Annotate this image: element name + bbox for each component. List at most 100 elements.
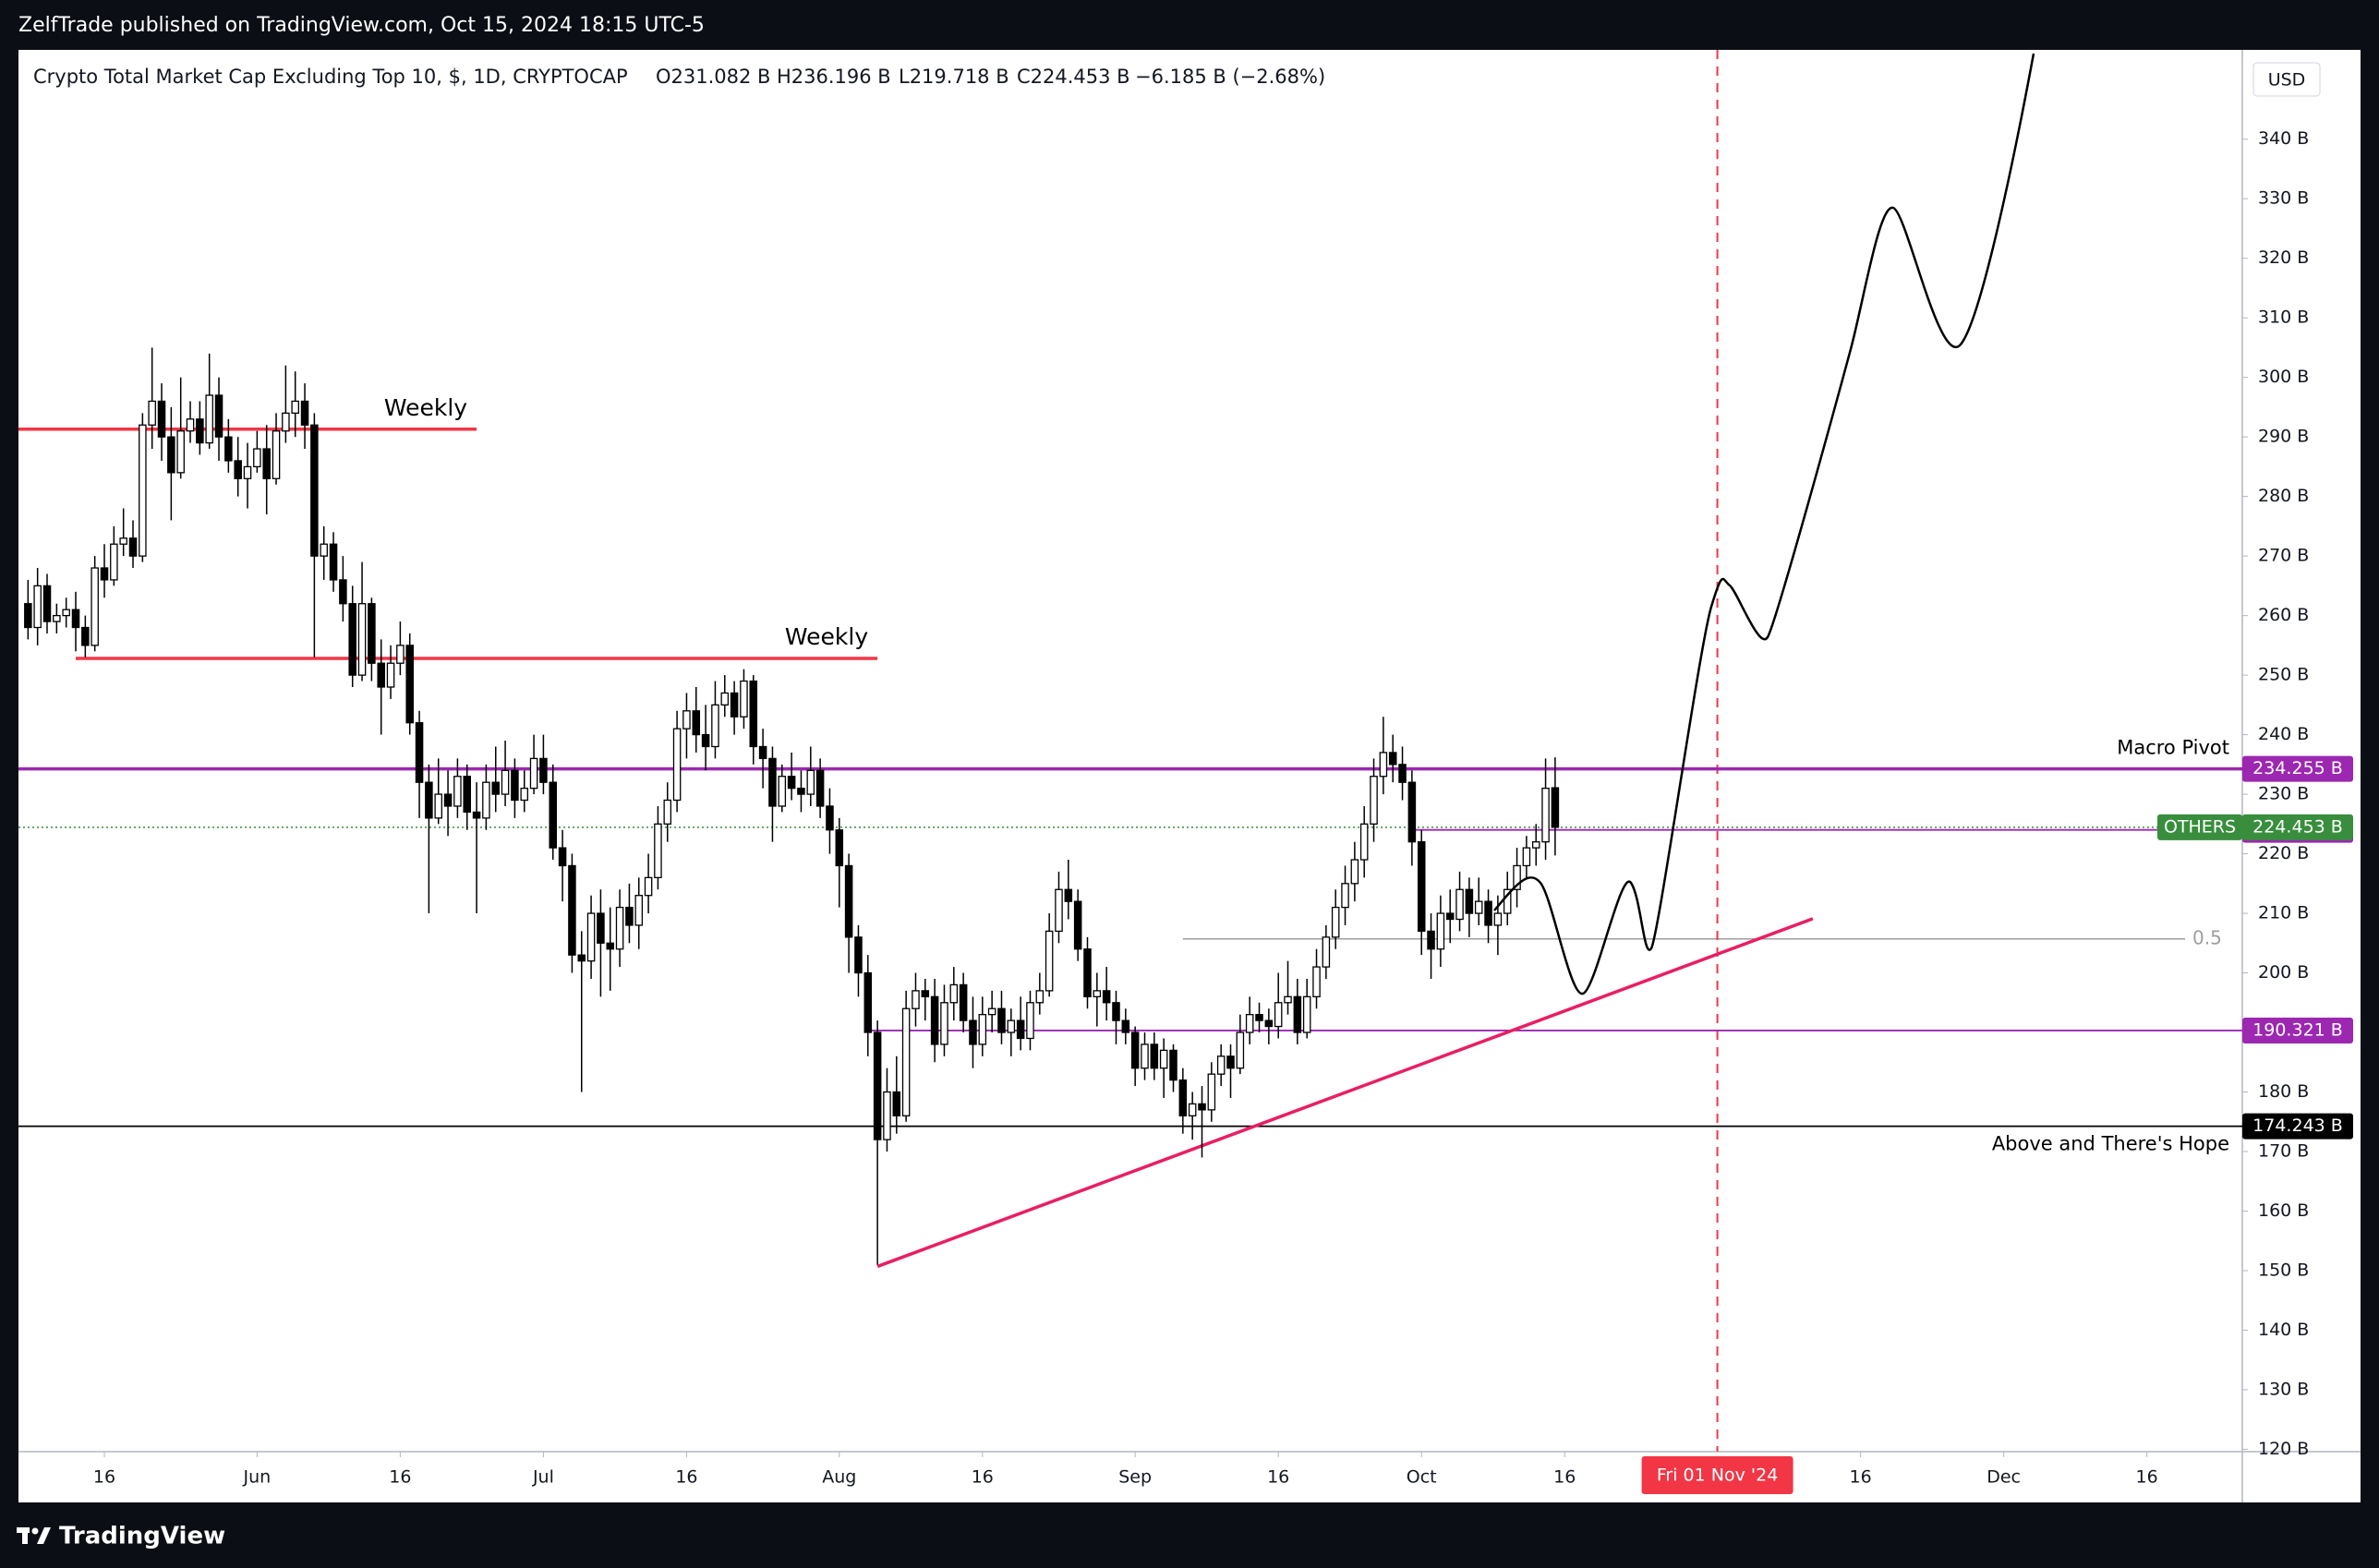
candle-body bbox=[1255, 1014, 1263, 1021]
y-tick-label: 280 B bbox=[2258, 486, 2309, 506]
candle-body bbox=[1035, 990, 1045, 1004]
candle-body bbox=[844, 864, 853, 938]
candle-body bbox=[1264, 1019, 1274, 1028]
candle-body bbox=[1102, 990, 1111, 1004]
candle-body bbox=[1322, 936, 1331, 968]
last-price-box bbox=[2242, 814, 2353, 840]
candle-body bbox=[100, 567, 109, 581]
candle-body bbox=[549, 781, 558, 849]
currency-box[interactable] bbox=[2252, 62, 2321, 97]
y-tick-label: 270 B bbox=[2258, 546, 2309, 566]
level-annotation: Weekly bbox=[785, 623, 868, 650]
candle-body bbox=[1016, 1019, 1025, 1040]
candle-body bbox=[778, 776, 787, 807]
candle-body bbox=[597, 912, 605, 944]
level-price-box bbox=[2242, 1113, 2353, 1140]
level-price-label: 190.321 B bbox=[2252, 1019, 2343, 1040]
candle-body bbox=[214, 394, 223, 438]
candle-body bbox=[892, 1091, 901, 1116]
candle-body bbox=[854, 936, 863, 974]
ohlc-value: H236.196 B bbox=[777, 66, 891, 88]
candle-body bbox=[1379, 752, 1388, 778]
trendline bbox=[876, 917, 1814, 1269]
candle-body bbox=[634, 895, 644, 926]
candle-body bbox=[320, 543, 328, 557]
candle-body bbox=[835, 829, 844, 867]
candle-body bbox=[1370, 776, 1378, 825]
candle-body bbox=[272, 430, 281, 479]
candle-body bbox=[568, 864, 576, 956]
candle-body bbox=[386, 662, 395, 688]
candle-body bbox=[873, 1031, 882, 1140]
y-tick-label: 150 B bbox=[2258, 1260, 2309, 1280]
candle-body bbox=[300, 400, 309, 426]
candle-body bbox=[1350, 859, 1359, 885]
candle-body bbox=[148, 400, 156, 426]
candle-body bbox=[701, 733, 710, 748]
candle-body bbox=[1178, 1079, 1188, 1116]
candle-body bbox=[1484, 900, 1492, 926]
candle-body bbox=[987, 1007, 996, 1016]
candle-body bbox=[176, 430, 185, 474]
candle-body bbox=[463, 776, 472, 814]
candle-body bbox=[863, 971, 873, 1033]
date-marker-box bbox=[1641, 1456, 1793, 1494]
level-annotation: Weekly bbox=[384, 394, 467, 421]
candle-body bbox=[186, 418, 195, 432]
candle-body bbox=[1216, 1055, 1226, 1075]
y-tick-label: 180 B bbox=[2258, 1081, 2309, 1102]
fib-label: 0.5 bbox=[2192, 926, 2222, 948]
x-tick-label: 16 bbox=[1267, 1467, 1289, 1488]
candle-body bbox=[1207, 1073, 1216, 1111]
candle-body bbox=[368, 603, 376, 664]
candle-body bbox=[1445, 912, 1455, 921]
y-tick-label: 230 B bbox=[2258, 784, 2309, 804]
y-tick-label: 120 B bbox=[2258, 1439, 2309, 1459]
candle-body bbox=[1541, 787, 1550, 843]
candle-body bbox=[42, 585, 52, 622]
candle-body bbox=[1455, 888, 1464, 921]
y-tick-label: 130 B bbox=[2258, 1379, 2309, 1399]
candle-body bbox=[1493, 912, 1503, 926]
candle-body bbox=[196, 418, 204, 444]
currency[interactable]: USD bbox=[2268, 70, 2306, 90]
candle-body bbox=[1331, 906, 1340, 938]
candle-body bbox=[396, 645, 405, 664]
candle-body bbox=[1169, 1049, 1177, 1081]
candle-body bbox=[644, 876, 653, 897]
candle-body bbox=[959, 983, 968, 1021]
candle-body bbox=[606, 942, 615, 950]
candle-body bbox=[1474, 900, 1483, 914]
x-tick-label: 16 bbox=[389, 1467, 411, 1488]
candle-body bbox=[1302, 995, 1311, 1033]
candle-body bbox=[797, 787, 805, 795]
y-tick-label: 310 B bbox=[2258, 308, 2309, 328]
candle-body bbox=[740, 680, 748, 718]
candle-body bbox=[1503, 888, 1512, 914]
candle-body bbox=[949, 983, 959, 1004]
candle-body bbox=[1427, 930, 1435, 950]
candle-body bbox=[434, 793, 442, 819]
x-tick-label: 16 bbox=[675, 1467, 697, 1488]
candle-body bbox=[167, 436, 175, 474]
candle-body bbox=[901, 1007, 911, 1116]
level-annotation: Macro Pivot bbox=[2117, 737, 2229, 759]
candle-body bbox=[357, 603, 367, 676]
candle-body bbox=[1388, 752, 1397, 766]
x-tick-label: Jun bbox=[243, 1467, 272, 1488]
candle-body bbox=[1293, 995, 1302, 1033]
candle-body bbox=[62, 609, 70, 617]
candle-body bbox=[339, 579, 347, 605]
candle-body bbox=[1141, 1043, 1149, 1069]
candle-body bbox=[1064, 888, 1073, 902]
candle-body bbox=[1083, 948, 1092, 997]
candle-body bbox=[1198, 1103, 1206, 1111]
candle-body bbox=[1274, 1002, 1283, 1028]
candle-body bbox=[758, 745, 767, 760]
candle-body bbox=[749, 680, 758, 748]
candle-body bbox=[329, 543, 338, 581]
candle-body bbox=[425, 781, 433, 819]
candle-body bbox=[654, 823, 662, 879]
level-price-box bbox=[2242, 755, 2353, 782]
ohlc-value: O231.082 B bbox=[656, 66, 770, 88]
